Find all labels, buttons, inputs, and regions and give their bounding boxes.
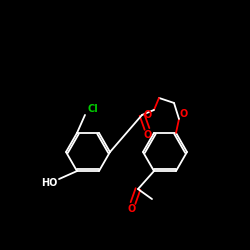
Text: O: O xyxy=(144,130,152,140)
Text: Cl: Cl xyxy=(88,104,98,114)
Text: O: O xyxy=(180,109,188,119)
Text: O: O xyxy=(128,204,136,214)
Text: O: O xyxy=(144,110,152,120)
Text: HO: HO xyxy=(41,178,57,188)
